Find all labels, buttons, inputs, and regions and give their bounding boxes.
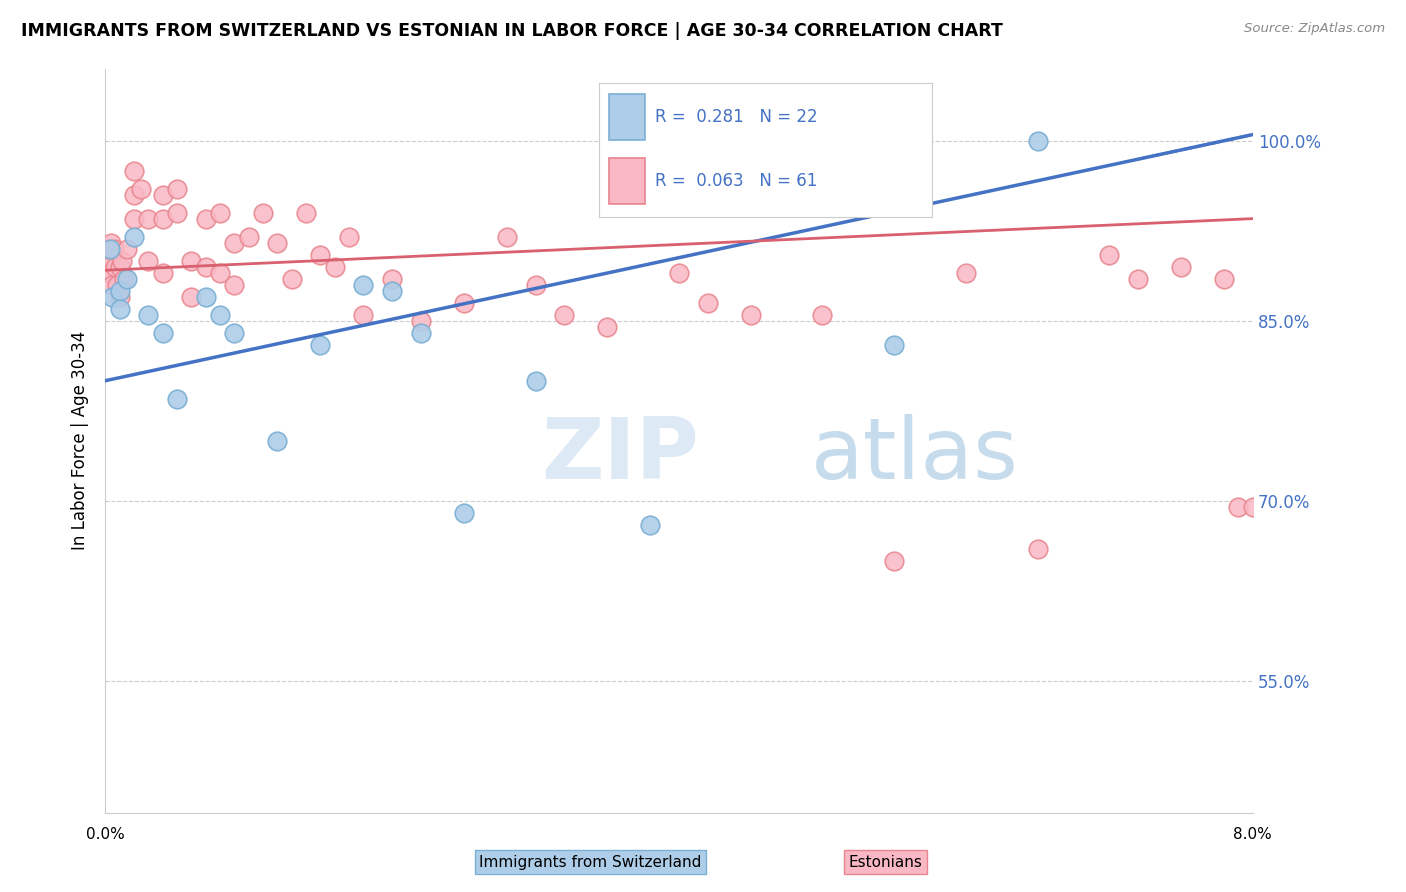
Point bbox=[208, 308, 231, 322]
Point bbox=[166, 392, 188, 406]
Point bbox=[352, 308, 374, 322]
Point bbox=[136, 211, 159, 226]
Point bbox=[166, 205, 188, 219]
Point bbox=[409, 326, 432, 340]
Point bbox=[122, 187, 145, 202]
Point bbox=[668, 266, 690, 280]
Point bbox=[108, 301, 131, 316]
Point bbox=[381, 271, 404, 285]
Point bbox=[309, 337, 332, 351]
Point bbox=[496, 229, 519, 244]
Point bbox=[100, 235, 122, 250]
Point bbox=[811, 308, 834, 322]
Point bbox=[295, 205, 318, 219]
Point bbox=[98, 266, 121, 280]
Point bbox=[453, 295, 475, 310]
Point bbox=[640, 517, 662, 532]
Point bbox=[111, 253, 134, 268]
Point bbox=[1213, 271, 1236, 285]
Point bbox=[352, 277, 374, 292]
Point bbox=[524, 277, 547, 292]
Point bbox=[98, 242, 121, 256]
Point bbox=[108, 284, 131, 298]
Point bbox=[280, 271, 302, 285]
Point bbox=[381, 284, 404, 298]
Point bbox=[152, 266, 174, 280]
Point bbox=[238, 229, 260, 244]
Y-axis label: In Labor Force | Age 30-34: In Labor Force | Age 30-34 bbox=[72, 331, 89, 550]
Point bbox=[194, 211, 217, 226]
Point bbox=[136, 253, 159, 268]
Point bbox=[152, 211, 174, 226]
Point bbox=[1227, 500, 1250, 514]
Point bbox=[112, 271, 135, 285]
Point bbox=[166, 181, 188, 195]
Text: 8.0%: 8.0% bbox=[1233, 828, 1272, 842]
Text: atlas: atlas bbox=[811, 414, 1019, 497]
Text: Estonians: Estonians bbox=[849, 855, 922, 870]
Point bbox=[883, 554, 905, 568]
Point bbox=[152, 326, 174, 340]
Point bbox=[1170, 260, 1192, 274]
Point bbox=[108, 290, 131, 304]
Point bbox=[208, 266, 231, 280]
Point bbox=[740, 308, 762, 322]
Point bbox=[553, 308, 575, 322]
Point bbox=[122, 211, 145, 226]
Point bbox=[453, 506, 475, 520]
Point bbox=[309, 247, 332, 261]
Point bbox=[103, 242, 125, 256]
Point bbox=[96, 253, 118, 268]
Point bbox=[180, 290, 202, 304]
Point bbox=[208, 205, 231, 219]
Point bbox=[101, 290, 124, 304]
Point bbox=[1026, 541, 1049, 556]
Point bbox=[224, 235, 246, 250]
Point bbox=[104, 260, 127, 274]
Point bbox=[136, 308, 159, 322]
Text: Immigrants from Switzerland: Immigrants from Switzerland bbox=[479, 855, 702, 870]
Point bbox=[252, 205, 274, 219]
Point bbox=[224, 326, 246, 340]
Point bbox=[596, 319, 619, 334]
Point bbox=[152, 187, 174, 202]
Point bbox=[180, 253, 202, 268]
Point bbox=[524, 374, 547, 388]
Point bbox=[323, 260, 346, 274]
Text: IMMIGRANTS FROM SWITZERLAND VS ESTONIAN IN LABOR FORCE | AGE 30-34 CORRELATION C: IMMIGRANTS FROM SWITZERLAND VS ESTONIAN … bbox=[21, 22, 1002, 40]
Text: 0.0%: 0.0% bbox=[86, 828, 125, 842]
Point bbox=[115, 242, 138, 256]
Point bbox=[108, 260, 131, 274]
Point bbox=[955, 266, 977, 280]
Point bbox=[101, 277, 124, 292]
Point bbox=[122, 229, 145, 244]
Point bbox=[696, 295, 718, 310]
Point bbox=[129, 181, 152, 195]
Point bbox=[105, 277, 128, 292]
Point bbox=[266, 434, 288, 448]
Point bbox=[122, 163, 145, 178]
Point bbox=[1126, 271, 1149, 285]
Point bbox=[1098, 247, 1121, 261]
Point bbox=[194, 260, 217, 274]
Point bbox=[224, 277, 246, 292]
Point bbox=[266, 235, 288, 250]
Point bbox=[115, 271, 138, 285]
Point bbox=[883, 337, 905, 351]
Point bbox=[1241, 500, 1264, 514]
Point bbox=[194, 290, 217, 304]
Text: ZIP: ZIP bbox=[541, 414, 699, 497]
Point bbox=[1026, 134, 1049, 148]
Text: Source: ZipAtlas.com: Source: ZipAtlas.com bbox=[1244, 22, 1385, 36]
Point bbox=[409, 314, 432, 328]
Point bbox=[97, 242, 120, 256]
Point bbox=[337, 229, 360, 244]
